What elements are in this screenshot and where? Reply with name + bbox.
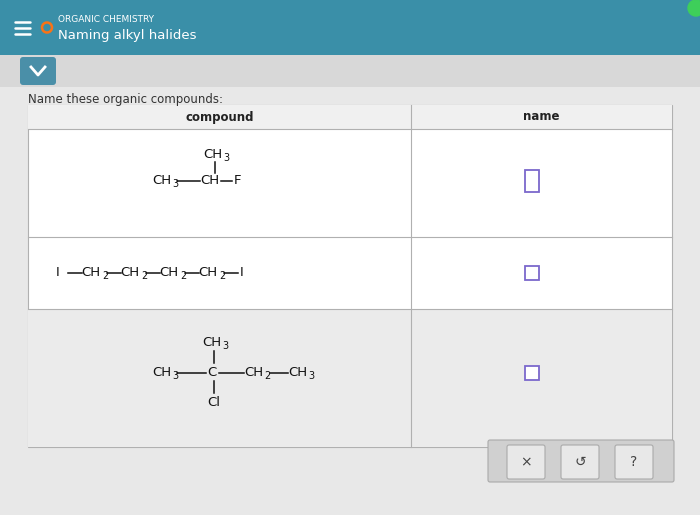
Text: I: I	[56, 266, 60, 280]
Text: CH: CH	[203, 148, 222, 162]
Bar	[0, 55, 700, 87]
Bar	[524, 366, 538, 380]
Bar	[0, 0, 700, 55]
Text: CH: CH	[81, 266, 101, 280]
Text: ↺: ↺	[574, 455, 586, 469]
Text: 3: 3	[309, 371, 314, 381]
Text: 2: 2	[265, 371, 271, 381]
FancyBboxPatch shape	[507, 445, 545, 479]
Text: 2: 2	[219, 271, 225, 281]
Text: ×: ×	[520, 455, 532, 469]
FancyBboxPatch shape	[488, 440, 674, 482]
Bar	[28, 309, 672, 447]
Bar	[28, 105, 672, 129]
Text: compound: compound	[186, 111, 253, 124]
Text: 2: 2	[102, 271, 108, 281]
Text: CH: CH	[200, 175, 219, 187]
Text: CH: CH	[152, 367, 171, 380]
Text: I: I	[240, 266, 244, 280]
Text: Name these organic compounds:: Name these organic compounds:	[28, 93, 223, 106]
Text: name: name	[524, 111, 560, 124]
Text: Naming alkyl halides: Naming alkyl halides	[58, 29, 197, 42]
Text: ORGANIC CHEMISTRY: ORGANIC CHEMISTRY	[58, 15, 154, 24]
Text: C: C	[207, 367, 216, 380]
Text: CH: CH	[160, 266, 178, 280]
Circle shape	[688, 0, 700, 16]
Bar	[524, 266, 538, 280]
Text: CH: CH	[198, 266, 218, 280]
Text: ?: ?	[631, 455, 638, 469]
Text: 3: 3	[223, 341, 229, 351]
Text: F: F	[234, 175, 241, 187]
Text: CH: CH	[152, 175, 171, 187]
Text: CH: CH	[288, 367, 307, 380]
Text: 2: 2	[180, 271, 186, 281]
Bar	[28, 105, 672, 447]
Text: Cl: Cl	[207, 397, 220, 409]
Text: 3: 3	[223, 153, 230, 163]
Text: CH: CH	[202, 336, 221, 350]
FancyBboxPatch shape	[20, 57, 56, 85]
Text: 3: 3	[172, 179, 178, 189]
Text: CH: CH	[244, 367, 263, 380]
Text: CH: CH	[120, 266, 139, 280]
Bar	[524, 170, 538, 192]
Text: 3: 3	[172, 371, 178, 381]
Text: 2: 2	[141, 271, 147, 281]
FancyBboxPatch shape	[561, 445, 599, 479]
FancyBboxPatch shape	[615, 445, 653, 479]
